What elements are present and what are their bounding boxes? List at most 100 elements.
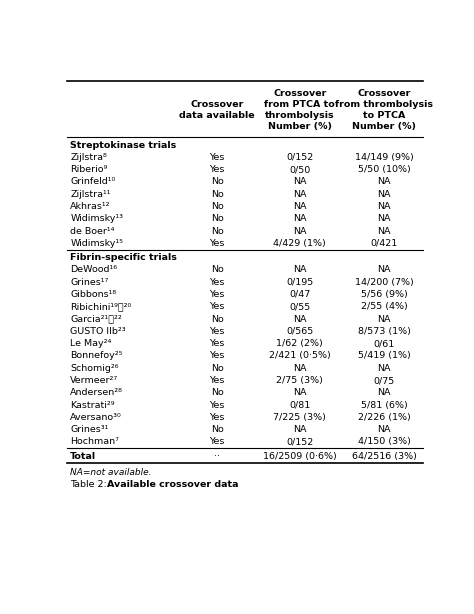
- Text: Yes: Yes: [210, 153, 225, 162]
- Text: NA: NA: [293, 363, 307, 373]
- Text: No: No: [211, 388, 224, 397]
- Text: Aversano³⁰: Aversano³⁰: [70, 413, 122, 422]
- Text: NA: NA: [293, 227, 307, 236]
- Text: NA: NA: [378, 190, 391, 199]
- Text: No: No: [211, 177, 224, 187]
- Text: Hochman⁷: Hochman⁷: [70, 438, 119, 446]
- Text: Yes: Yes: [210, 302, 225, 311]
- Text: Available crossover data: Available crossover data: [107, 480, 238, 489]
- Text: NA: NA: [293, 314, 307, 324]
- Text: No: No: [211, 214, 224, 223]
- Text: 2/226 (1%): 2/226 (1%): [358, 413, 411, 422]
- Text: 2/421 (0·5%): 2/421 (0·5%): [269, 351, 331, 360]
- Text: 2/55 (4%): 2/55 (4%): [361, 302, 408, 311]
- Text: Widimsky¹⁵: Widimsky¹⁵: [70, 239, 123, 248]
- Text: Yes: Yes: [210, 327, 225, 336]
- Text: 5/56 (9%): 5/56 (9%): [361, 290, 408, 299]
- Text: NA: NA: [293, 177, 307, 187]
- Text: NA: NA: [378, 314, 391, 324]
- Text: No: No: [211, 314, 224, 324]
- Text: GUSTO IIb²³: GUSTO IIb²³: [70, 327, 126, 336]
- Text: Bonnefoy²⁵: Bonnefoy²⁵: [70, 351, 123, 360]
- Text: Zijlstra⁸: Zijlstra⁸: [70, 153, 107, 162]
- Text: Vermeer²⁷: Vermeer²⁷: [70, 376, 118, 385]
- Text: Yes: Yes: [210, 165, 225, 174]
- Text: 0/195: 0/195: [286, 278, 313, 287]
- Text: Garcia²¹，²²: Garcia²¹，²²: [70, 314, 122, 324]
- Text: Schomig²⁶: Schomig²⁶: [70, 363, 119, 373]
- Text: NA: NA: [378, 177, 391, 187]
- Text: Streptokinase trials: Streptokinase trials: [70, 141, 176, 150]
- Text: Zijlstra¹¹: Zijlstra¹¹: [70, 190, 111, 199]
- Text: 4/429 (1%): 4/429 (1%): [273, 239, 326, 248]
- Text: No: No: [211, 425, 224, 434]
- Text: NA: NA: [378, 202, 391, 211]
- Text: 0/81: 0/81: [289, 400, 310, 410]
- Text: 0/47: 0/47: [289, 290, 310, 299]
- Text: 8/573 (1%): 8/573 (1%): [358, 327, 411, 336]
- Text: No: No: [211, 202, 224, 211]
- Text: Riberio⁹: Riberio⁹: [70, 165, 108, 174]
- Text: NA: NA: [293, 425, 307, 434]
- Text: Yes: Yes: [210, 376, 225, 385]
- Text: NA: NA: [378, 425, 391, 434]
- Text: NA: NA: [293, 265, 307, 274]
- Text: 2/75 (3%): 2/75 (3%): [276, 376, 323, 385]
- Text: NA: NA: [293, 190, 307, 199]
- Text: 5/81 (6%): 5/81 (6%): [361, 400, 408, 410]
- Text: NA: NA: [378, 363, 391, 373]
- Text: Andersen²⁸: Andersen²⁸: [70, 388, 123, 397]
- Text: 0/50: 0/50: [289, 165, 310, 174]
- Text: Yes: Yes: [210, 400, 225, 410]
- Text: NA: NA: [378, 265, 391, 274]
- Text: Widimsky¹³: Widimsky¹³: [70, 214, 123, 223]
- Text: No: No: [211, 265, 224, 274]
- Text: 64/2516 (3%): 64/2516 (3%): [352, 452, 417, 461]
- Text: Ribichini¹⁹，²⁰: Ribichini¹⁹，²⁰: [70, 302, 131, 311]
- Text: 14/200 (7%): 14/200 (7%): [355, 278, 414, 287]
- Text: 14/149 (9%): 14/149 (9%): [355, 153, 414, 162]
- Text: 16/2509 (0·6%): 16/2509 (0·6%): [263, 452, 337, 461]
- Text: Yes: Yes: [210, 239, 225, 248]
- Text: Yes: Yes: [210, 413, 225, 422]
- Text: NA: NA: [293, 214, 307, 223]
- Text: 7/225 (3%): 7/225 (3%): [273, 413, 326, 422]
- Text: Crossover
from PTCA to
thrombolysis
Number (%): Crossover from PTCA to thrombolysis Numb…: [264, 88, 335, 131]
- Text: 1/62 (2%): 1/62 (2%): [276, 339, 323, 348]
- Text: Table 2:: Table 2:: [70, 480, 110, 489]
- Text: NA: NA: [378, 214, 391, 223]
- Text: Akhras¹²: Akhras¹²: [70, 202, 111, 211]
- Text: 4/150 (3%): 4/150 (3%): [358, 438, 411, 446]
- Text: Le May²⁴: Le May²⁴: [70, 339, 111, 348]
- Text: NA: NA: [293, 202, 307, 211]
- Text: Fibrin-specific trials: Fibrin-specific trials: [70, 253, 177, 262]
- Text: 0/61: 0/61: [374, 339, 395, 348]
- Text: No: No: [211, 190, 224, 199]
- Text: Crossover
from thrombolysis
to PTCA
Number (%): Crossover from thrombolysis to PTCA Numb…: [335, 88, 433, 131]
- Text: de Boer¹⁴: de Boer¹⁴: [70, 227, 115, 236]
- Text: Grines¹⁷: Grines¹⁷: [70, 278, 109, 287]
- Text: 5/419 (1%): 5/419 (1%): [358, 351, 411, 360]
- Text: Kastrati²⁹: Kastrati²⁹: [70, 400, 115, 410]
- Text: 0/152: 0/152: [286, 438, 313, 446]
- Text: No: No: [211, 227, 224, 236]
- Text: 0/421: 0/421: [371, 239, 398, 248]
- Text: NA: NA: [293, 388, 307, 397]
- Text: NA: NA: [378, 227, 391, 236]
- Text: Crossover
data available: Crossover data available: [179, 100, 255, 120]
- Text: ··: ··: [214, 452, 220, 461]
- Text: 5/50 (10%): 5/50 (10%): [358, 165, 411, 174]
- Text: 0/152: 0/152: [286, 153, 313, 162]
- Text: NA=not available.: NA=not available.: [70, 468, 152, 477]
- Text: 0/55: 0/55: [289, 302, 310, 311]
- Text: Grinfeld¹⁰: Grinfeld¹⁰: [70, 177, 116, 187]
- Text: Yes: Yes: [210, 278, 225, 287]
- Text: Yes: Yes: [210, 351, 225, 360]
- Text: Grines³¹: Grines³¹: [70, 425, 109, 434]
- Text: 0/565: 0/565: [286, 327, 313, 336]
- Text: Yes: Yes: [210, 438, 225, 446]
- Text: Yes: Yes: [210, 290, 225, 299]
- Text: No: No: [211, 363, 224, 373]
- Text: NA: NA: [378, 388, 391, 397]
- Text: Gibbons¹⁸: Gibbons¹⁸: [70, 290, 117, 299]
